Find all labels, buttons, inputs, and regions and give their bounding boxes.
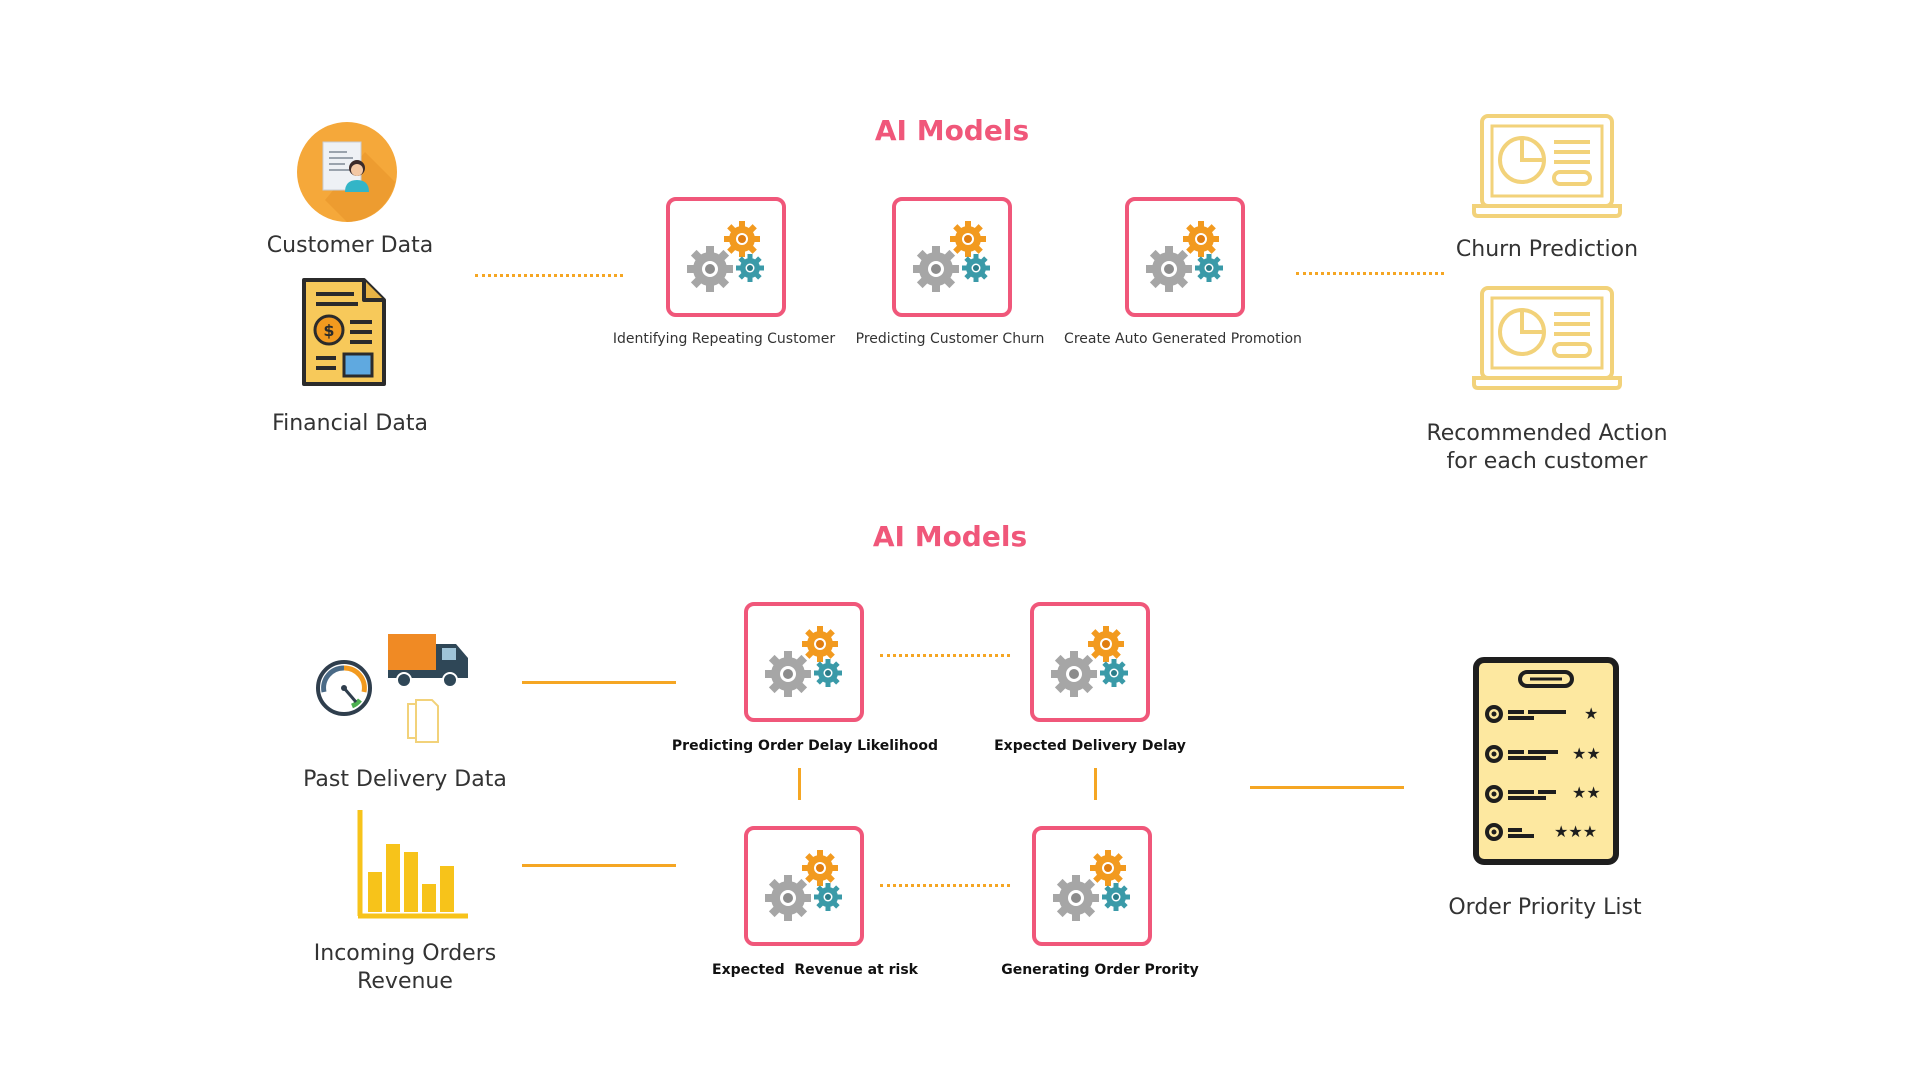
- model-label: Predicting Order Delay Likelihood: [671, 738, 939, 754]
- svg-text:★★: ★★: [1572, 744, 1601, 763]
- section1-title: AI Models: [874, 114, 1030, 147]
- gears-icon: [1146, 221, 1223, 292]
- gears-icon: [1053, 850, 1130, 921]
- order-priority-list-label: Order Priority List: [1448, 895, 1642, 920]
- connector-line: [798, 768, 801, 800]
- model-label: Expected Revenue at risk: [712, 962, 918, 978]
- connector-line: [522, 681, 676, 684]
- bar-chart-icon: [356, 810, 468, 922]
- model-label: Generating Order Prority: [1001, 962, 1199, 978]
- gears-icon: [765, 850, 842, 921]
- connector-dotted: [880, 654, 1010, 657]
- recommended-action-label: Recommended Action for each customer: [1426, 421, 1668, 474]
- financial-data-label: Financial Data: [272, 411, 428, 436]
- financial-document-icon: $: [302, 278, 386, 386]
- customer-data-label: Customer Data: [266, 233, 434, 258]
- connector-dotted: [1296, 272, 1444, 275]
- connector-dotted: [475, 274, 623, 277]
- svg-text:★: ★: [1584, 704, 1598, 723]
- model-label: Identifying Repeating Customer: [612, 331, 836, 347]
- model-label: Expected Delivery Delay: [994, 738, 1186, 754]
- model-box-predicting-order-delay: [744, 602, 864, 722]
- connector-line: [1250, 786, 1404, 789]
- svg-text:★★: ★★: [1572, 783, 1601, 802]
- model-label: Predicting Customer Churn: [855, 331, 1045, 347]
- model-box-generating-order-priority: [1032, 826, 1152, 946]
- delivery-truck-icon: [314, 630, 474, 746]
- connector-line: [1094, 768, 1097, 800]
- incoming-orders-revenue-label: Incoming Orders Revenue: [313, 941, 497, 994]
- priority-list-icon: ★ ★★ ★★ ★★★: [1472, 656, 1620, 866]
- svg-text:$: $: [323, 321, 334, 340]
- connector-dotted: [880, 884, 1010, 887]
- past-delivery-data-label: Past Delivery Data: [303, 767, 507, 792]
- dashboard-laptop-icon: [1472, 108, 1622, 224]
- customer-data-icon: [295, 120, 399, 224]
- model-box-auto-generated-promotion: [1125, 197, 1245, 317]
- connector-line: [522, 864, 676, 867]
- gears-icon: [1051, 626, 1128, 697]
- model-box-expected-revenue-at-risk: [744, 826, 864, 946]
- gears-icon: [687, 221, 764, 292]
- churn-prediction-label: Churn Prediction: [1455, 237, 1639, 262]
- model-box-identifying-repeating-customer: [666, 197, 786, 317]
- gears-icon: [913, 221, 990, 292]
- model-box-expected-delivery-delay: [1030, 602, 1150, 722]
- model-label: Create Auto Generated Promotion: [1064, 331, 1302, 347]
- section2-title: AI Models: [872, 520, 1028, 553]
- gears-icon: [765, 626, 842, 697]
- model-box-predicting-customer-churn: [892, 197, 1012, 317]
- svg-text:★★★: ★★★: [1554, 822, 1597, 841]
- dashboard-laptop-icon: [1472, 280, 1622, 396]
